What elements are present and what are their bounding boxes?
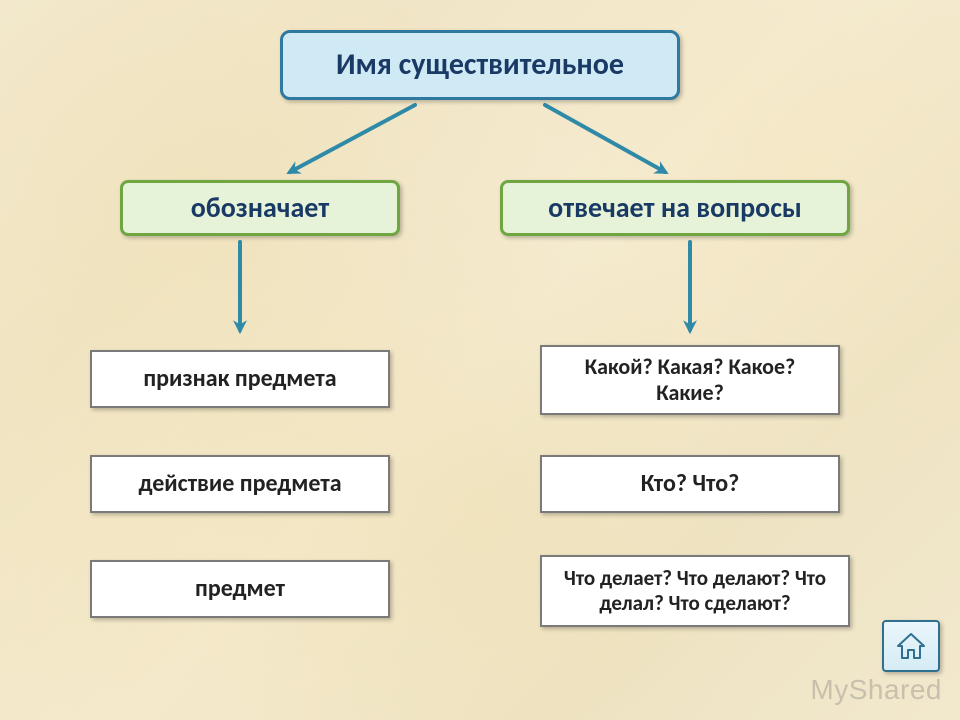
option-left-3-text: предмет: [195, 575, 285, 604]
option-left-3[interactable]: предмет: [90, 560, 390, 618]
option-right-1[interactable]: Какой? Какая? Какое? Какие?: [540, 345, 840, 415]
branch-left-node: обозначает: [120, 180, 400, 236]
option-right-3[interactable]: Что делает? Что делают? Что делал? Что с…: [540, 555, 850, 627]
branch-right-text: отвечает на вопросы: [548, 191, 802, 225]
option-right-2-text: Кто? Что?: [641, 470, 739, 499]
option-right-1-text: Какой? Какая? Какое? Какие?: [552, 354, 828, 407]
option-left-1-text: признак предмета: [143, 365, 336, 394]
option-left-1[interactable]: признак предмета: [90, 350, 390, 408]
branch-right-node: отвечает на вопросы: [500, 180, 850, 236]
option-left-2-text: действие предмета: [138, 470, 341, 499]
branch-left-text: обозначает: [191, 191, 329, 225]
option-left-2[interactable]: действие предмета: [90, 455, 390, 513]
home-icon: [894, 631, 928, 661]
option-right-3-text: Что делает? Что делают? Что делал? Что с…: [552, 566, 838, 616]
title-node: Имя существительное: [280, 30, 680, 100]
option-right-2[interactable]: Кто? Что?: [540, 455, 840, 513]
watermark-text: MyShared: [810, 674, 942, 706]
title-text: Имя существительное: [336, 47, 624, 83]
home-button[interactable]: [882, 620, 940, 672]
